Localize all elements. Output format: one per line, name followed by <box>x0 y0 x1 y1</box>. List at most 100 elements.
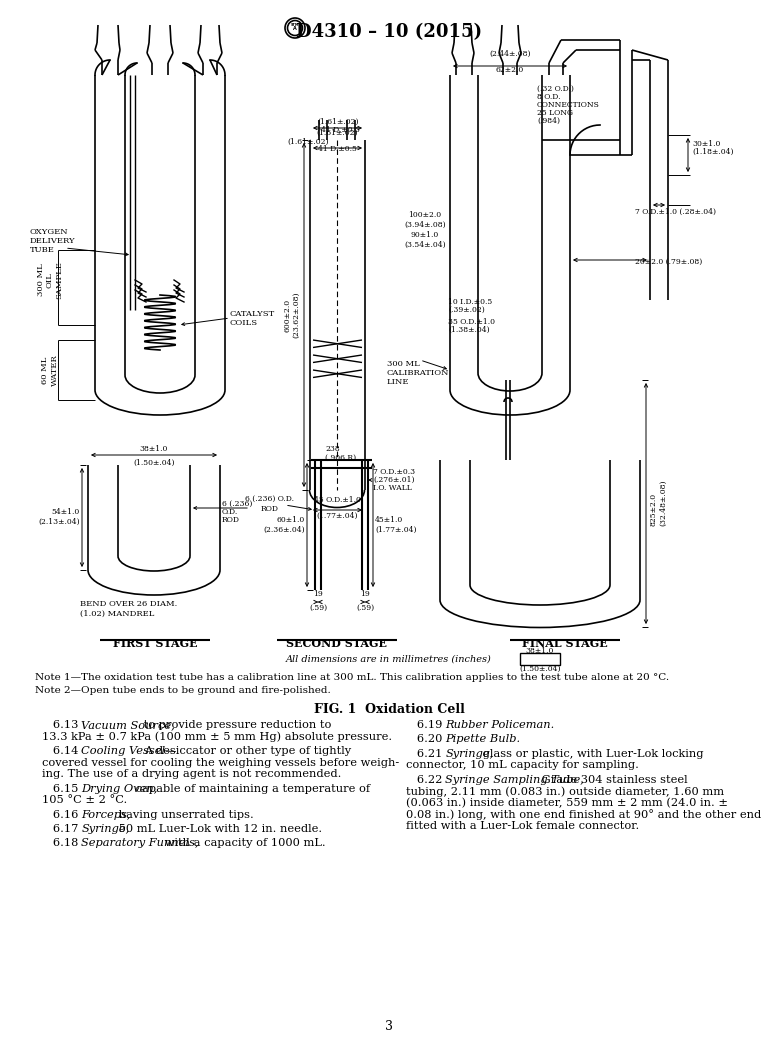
Text: Vacuum Source,: Vacuum Source, <box>81 720 175 730</box>
Text: D4310 – 10 (2015): D4310 – 10 (2015) <box>296 23 482 41</box>
Text: (1.38±.04): (1.38±.04) <box>448 326 489 334</box>
Text: (.32 O.D.): (.32 O.D.) <box>537 85 574 93</box>
Text: (.59): (.59) <box>309 604 327 612</box>
Text: OXYGEN
DELIVERY
TUBE: OXYGEN DELIVERY TUBE <box>30 228 75 254</box>
Text: FIG. 1  Oxidation Cell: FIG. 1 Oxidation Cell <box>314 703 464 716</box>
Text: having unserrated tips.: having unserrated tips. <box>115 810 254 819</box>
Text: 45±1.0
(1.77±.04): 45±1.0 (1.77±.04) <box>375 516 416 534</box>
Text: (.984): (.984) <box>537 117 560 125</box>
Text: 19: 19 <box>313 590 323 598</box>
Text: (2.44±.08): (2.44±.08) <box>489 50 531 58</box>
Text: Forceps,: Forceps, <box>81 810 131 819</box>
Text: A desiccator or other type of tightly: A desiccator or other type of tightly <box>144 746 352 756</box>
Text: 238
(.906 R): 238 (.906 R) <box>325 445 356 462</box>
Text: FINAL STAGE: FINAL STAGE <box>522 638 608 649</box>
Text: Note 1—The oxidation test tube has a calibration line at 300 mL. This calibratio: Note 1—The oxidation test tube has a cal… <box>35 672 669 682</box>
Text: 3: 3 <box>385 1020 393 1033</box>
Text: 6.21: 6.21 <box>406 750 446 759</box>
Text: 90±1.0
(3.54±.04): 90±1.0 (3.54±.04) <box>405 231 446 249</box>
Text: 19: 19 <box>360 590 370 598</box>
Text: 300 ML
OIL
SAMPLE: 300 ML OIL SAMPLE <box>37 261 63 299</box>
Text: Separatory Funnels,: Separatory Funnels, <box>81 838 199 848</box>
Text: 6.19: 6.19 <box>406 720 446 730</box>
Text: connector, 10 mL capacity for sampling.: connector, 10 mL capacity for sampling. <box>406 761 639 770</box>
Text: 45 O.D.±1.0: 45 O.D.±1.0 <box>314 496 360 504</box>
Text: CATALYST
COILS: CATALYST COILS <box>230 310 275 327</box>
Text: STM: STM <box>291 23 300 27</box>
Text: 6.13: 6.13 <box>42 720 82 730</box>
Text: (1.50±.04): (1.50±.04) <box>519 665 561 672</box>
Text: (1.61±.02): (1.61±.02) <box>317 118 359 126</box>
Text: 7 O.D.±1.0 (.28±.04): 7 O.D.±1.0 (.28±.04) <box>635 208 716 215</box>
Text: 60 ML
WATER: 60 ML WATER <box>41 354 58 386</box>
Text: 6.17: 6.17 <box>42 824 82 834</box>
Text: 600±2.0
(23.62±.08): 600±2.0 (23.62±.08) <box>283 291 300 338</box>
Text: FIRST STAGE: FIRST STAGE <box>113 638 198 649</box>
Text: 25 LONG: 25 LONG <box>537 109 573 117</box>
Text: (.39±.02): (.39±.02) <box>448 306 485 314</box>
Text: fitted with a Luer-Lok female connector.: fitted with a Luer-Lok female connector. <box>406 821 640 831</box>
Text: 7 O.D.±0.3: 7 O.D.±0.3 <box>373 468 415 476</box>
Text: ROD: ROD <box>222 516 240 524</box>
Text: (0.063 in.) inside diameter, 559 mm ± 2 mm (24.0 in. ±: (0.063 in.) inside diameter, 559 mm ± 2 … <box>406 798 728 809</box>
Text: capable of maintaining a temperature of: capable of maintaining a temperature of <box>131 784 370 793</box>
Text: 6 (.236) O.D.: 6 (.236) O.D. <box>245 496 294 503</box>
Text: ing. The use of a drying agent is not recommended.: ing. The use of a drying agent is not re… <box>42 769 342 779</box>
Text: 300 ML
CALIBRATION
LINE: 300 ML CALIBRATION LINE <box>387 360 450 386</box>
Text: CONNECTIONS: CONNECTIONS <box>537 101 600 109</box>
Text: 825±2.0
(32.48±.08): 825±2.0 (32.48±.08) <box>650 480 668 527</box>
Text: 6.20: 6.20 <box>406 735 446 744</box>
Text: 41 D.±0.5: 41 D.±0.5 <box>321 126 360 134</box>
Text: (1.77±.04): (1.77±.04) <box>316 512 358 520</box>
Text: to provide pressure reduction to: to provide pressure reduction to <box>140 720 331 730</box>
Text: 38±1.0: 38±1.0 <box>140 445 168 453</box>
Text: 20±2.0 (.79±.08): 20±2.0 (.79±.08) <box>635 258 703 266</box>
Bar <box>520 653 560 665</box>
Text: I.O. WALL: I.O. WALL <box>373 484 412 492</box>
Text: Syringe Sampling Tube,: Syringe Sampling Tube, <box>445 775 584 785</box>
Text: 35 O.D.±1.0: 35 O.D.±1.0 <box>448 318 495 326</box>
Text: 6.14: 6.14 <box>42 746 82 756</box>
Text: 6.16: 6.16 <box>42 810 82 819</box>
Text: (1.61±.02): (1.61±.02) <box>287 138 329 146</box>
Text: 6.18: 6.18 <box>42 838 82 848</box>
Text: Pipette Bulb.: Pipette Bulb. <box>445 735 520 744</box>
Text: ROD: ROD <box>261 505 279 513</box>
Text: glass or plastic, with Luer-Lok locking: glass or plastic, with Luer-Lok locking <box>478 750 703 759</box>
Text: 8 O.D.: 8 O.D. <box>537 93 560 101</box>
Text: O.D.: O.D. <box>222 508 238 516</box>
Text: (1.02) MANDREL: (1.02) MANDREL <box>80 610 154 618</box>
Text: tubing, 2.11 mm (0.083 in.) outside diameter, 1.60 mm: tubing, 2.11 mm (0.083 in.) outside diam… <box>406 787 724 797</box>
Text: covered vessel for cooling the weighing vessels before weigh-: covered vessel for cooling the weighing … <box>42 758 399 767</box>
Text: 54±1.0
(2.13±.04): 54±1.0 (2.13±.04) <box>38 508 80 526</box>
Text: 6.22: 6.22 <box>406 775 446 785</box>
Text: All dimensions are in millimetres (inches): All dimensions are in millimetres (inche… <box>286 655 492 664</box>
Text: BEND OVER 26 DIAM.: BEND OVER 26 DIAM. <box>80 600 177 608</box>
Text: Note 2—Open tube ends to be ground and fire-polished.: Note 2—Open tube ends to be ground and f… <box>35 686 331 695</box>
Text: 6.15: 6.15 <box>42 784 82 793</box>
Text: 30±1.0: 30±1.0 <box>692 139 720 148</box>
Text: 13.3 kPa ± 0.7 kPa (100 mm ± 5 mm Hg) absolute pressure.: 13.3 kPa ± 0.7 kPa (100 mm ± 5 mm Hg) ab… <box>42 732 392 742</box>
Text: (.276±.01): (.276±.01) <box>373 476 415 484</box>
Text: 38±1.0: 38±1.0 <box>526 648 554 655</box>
Text: 60±1.0
(2.36±.04): 60±1.0 (2.36±.04) <box>264 516 305 534</box>
Text: A: A <box>293 26 297 31</box>
Text: 62±2.0: 62±2.0 <box>496 66 524 74</box>
Text: 41 D.±0.5: 41 D.±0.5 <box>317 145 356 153</box>
Text: Rubber Policeman.: Rubber Policeman. <box>445 720 555 730</box>
Text: Drying Oven,: Drying Oven, <box>81 784 158 793</box>
Text: (1.50±.04): (1.50±.04) <box>133 459 175 467</box>
Text: Cooling Vessel—: Cooling Vessel— <box>81 746 177 756</box>
Text: 0.08 in.) long, with one end finished at 90° and the other end: 0.08 in.) long, with one end finished at… <box>406 810 761 820</box>
Text: 105 °C ± 2 °C.: 105 °C ± 2 °C. <box>42 795 128 805</box>
Text: Syringe,: Syringe, <box>445 750 493 759</box>
Text: (.59): (.59) <box>356 604 374 612</box>
Text: SECOND STAGE: SECOND STAGE <box>286 638 387 649</box>
Text: with a capacity of 1000 mL.: with a capacity of 1000 mL. <box>161 838 326 848</box>
Text: 10 I.D.±0.5: 10 I.D.±0.5 <box>448 298 492 306</box>
Text: 100±2.0
(3.94±.08): 100±2.0 (3.94±.08) <box>405 211 446 229</box>
Text: (1.18±.04): (1.18±.04) <box>692 148 734 156</box>
Text: Grade 304 stainless steel: Grade 304 stainless steel <box>538 775 687 785</box>
Text: (1.61±.02): (1.61±.02) <box>316 129 358 137</box>
Text: 50 mL Luer-Lok with 12 in. needle.: 50 mL Luer-Lok with 12 in. needle. <box>115 824 322 834</box>
